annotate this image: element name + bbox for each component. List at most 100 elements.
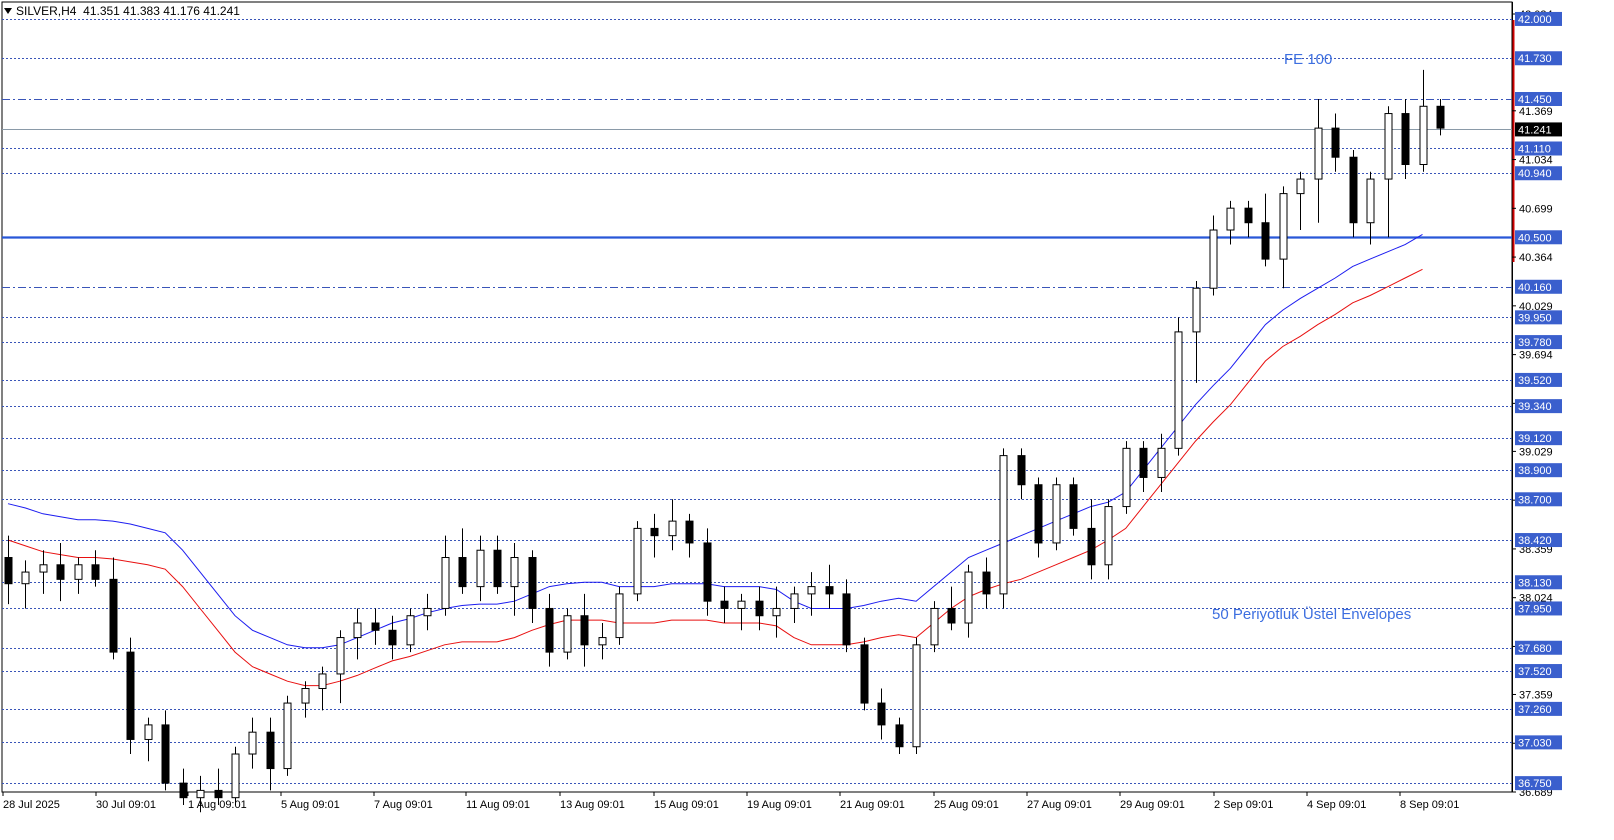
- candle-body: [1226, 207, 1235, 231]
- time-tick-label: 28 Jul 2025: [3, 799, 60, 811]
- level-price-tag: [1515, 11, 1562, 26]
- price-tick-label: 37.359: [1519, 689, 1553, 701]
- candle-body: [336, 637, 345, 675]
- envelope-upper-line: [7, 233, 1423, 649]
- candle-body: [423, 607, 432, 617]
- candle-bearish: [720, 586, 729, 624]
- candle-body: [982, 571, 991, 595]
- candle-body: [1122, 447, 1131, 508]
- candle-body: [1419, 105, 1428, 166]
- candle-body: [930, 607, 939, 646]
- candle-bullish: [668, 499, 677, 551]
- candle-bearish: [371, 608, 380, 645]
- candle-body: [720, 600, 729, 609]
- level-price-tag-label: 40.940: [1518, 168, 1552, 180]
- candle-body: [388, 629, 397, 646]
- candle-body: [248, 731, 257, 755]
- candle-bullish: [441, 535, 450, 616]
- candle-bearish: [528, 550, 537, 624]
- candle-bearish: [179, 768, 188, 805]
- level-price-tag-label: 41.450: [1518, 94, 1552, 106]
- candle-bullish: [353, 608, 362, 660]
- candle-body: [74, 564, 83, 580]
- candle-bearish: [1069, 477, 1078, 536]
- candle-bearish: [650, 513, 659, 558]
- candle-body: [860, 644, 869, 704]
- level-price-tag-label: 38.900: [1518, 465, 1552, 477]
- candle-body: [353, 622, 362, 639]
- level-price-tag-label: 39.520: [1518, 375, 1552, 387]
- candle-body: [598, 637, 607, 646]
- level-price-tag-label: 36.750: [1518, 778, 1552, 790]
- level-price-tag-label: 41.110: [1518, 143, 1551, 155]
- candle-bearish: [685, 513, 694, 558]
- candle-bullish: [964, 564, 973, 638]
- candle-bullish: [283, 695, 292, 776]
- time-tick-label: 11 Aug 09:01: [466, 799, 530, 811]
- level-price-tag: [1515, 92, 1562, 107]
- time-tick-label: 19 Aug 09:01: [747, 799, 812, 811]
- dropdown-triangle-icon[interactable]: [4, 8, 12, 14]
- price-tick-label: 39.029: [1519, 446, 1553, 458]
- candle-body: [1034, 484, 1043, 544]
- candle-body: [772, 607, 781, 617]
- candle-body: [126, 651, 135, 740]
- level-price-tag: [1515, 431, 1562, 446]
- candle-bullish: [615, 586, 624, 645]
- candle-bearish: [842, 579, 851, 653]
- price-tick-label: 40.699: [1519, 203, 1553, 215]
- candle-bullish: [1384, 106, 1393, 238]
- level-price-tag: [1515, 776, 1562, 791]
- candle-bullish: [510, 542, 519, 616]
- candle-bullish: [1314, 99, 1323, 223]
- candle-bullish: [406, 608, 415, 653]
- symbol-label: SILVER,H4: [16, 4, 77, 18]
- candle-bearish: [825, 564, 834, 609]
- candle-body: [790, 593, 799, 609]
- candle-body: [4, 557, 13, 585]
- candle-bearish: [1331, 113, 1340, 172]
- candle-body: [703, 542, 712, 602]
- candle-body: [1139, 447, 1148, 478]
- candle-bullish: [930, 601, 939, 653]
- level-price-tag: [1515, 335, 1562, 350]
- level-price-tag: [1515, 492, 1562, 507]
- candle-bearish: [1087, 499, 1096, 580]
- candle-body: [580, 615, 589, 646]
- price-tick-label: 39.694: [1519, 350, 1553, 362]
- candle-bearish: [1436, 99, 1445, 136]
- candle-bullish: [1052, 477, 1061, 551]
- candle-bearish: [877, 688, 886, 740]
- candle-body: [615, 593, 624, 639]
- level-price-tag: [1515, 399, 1562, 414]
- candle-bullish: [1226, 200, 1235, 245]
- candle-bullish: [1209, 215, 1218, 296]
- candle-body: [685, 520, 694, 544]
- level-price-tag: [1515, 310, 1562, 325]
- candle-bullish: [39, 550, 48, 594]
- envelope-lines: [7, 233, 1423, 687]
- candle-body: [406, 615, 415, 646]
- candle-body: [825, 586, 834, 595]
- candle-body: [39, 564, 48, 573]
- level-price-tag: [1515, 141, 1562, 156]
- time-tick-label: 21 Aug 09:01: [840, 799, 905, 811]
- candle-bearish: [56, 542, 65, 602]
- candle-body: [842, 593, 851, 646]
- candle-bearish: [214, 768, 223, 805]
- level-price-tag-label: 39.340: [1518, 401, 1552, 413]
- candle-body: [91, 564, 100, 580]
- current-price-tag: [1515, 122, 1562, 137]
- price-tick-label: 40.364: [1519, 252, 1553, 264]
- candle-body: [912, 644, 921, 748]
- candle-bearish: [1139, 441, 1148, 493]
- candle-bullish: [598, 623, 607, 660]
- fe-100-label: FE 100: [1284, 51, 1332, 68]
- candle-bearish: [1034, 477, 1043, 558]
- candle-body: [1261, 222, 1270, 260]
- level-price-tag: [1515, 640, 1562, 655]
- candle-bullish: [807, 572, 816, 616]
- candle-body: [458, 557, 467, 588]
- level-price-tag: [1515, 601, 1562, 616]
